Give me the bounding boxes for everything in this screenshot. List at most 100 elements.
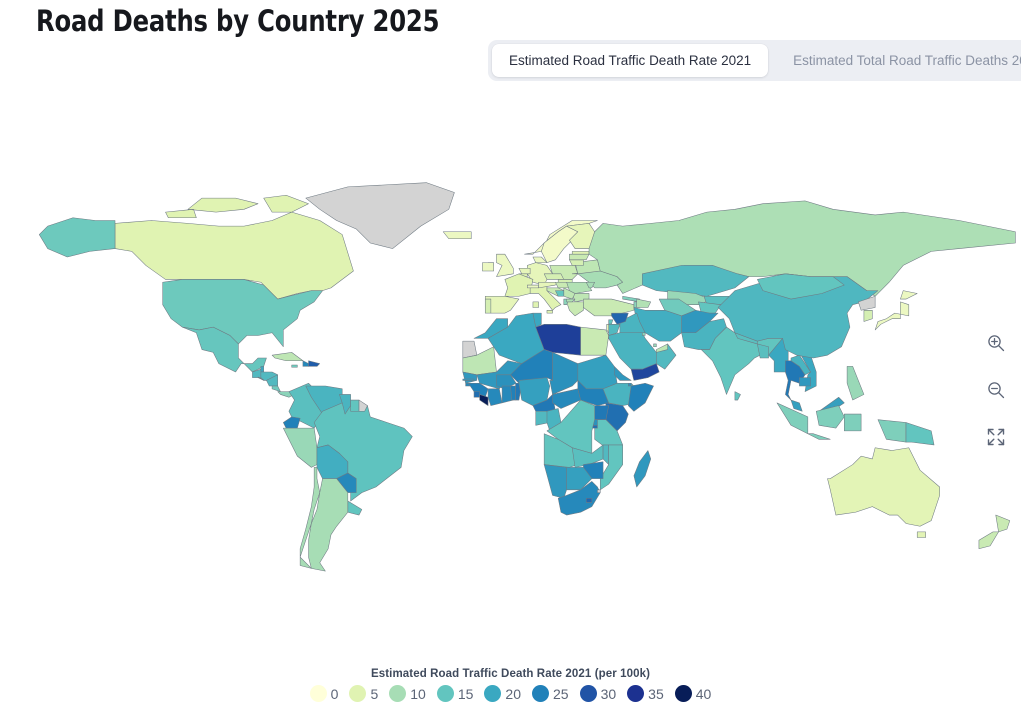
- country-shape[interactable]: Lithuania: 6: [569, 260, 583, 266]
- country-shape[interactable]: Malawi: 17: [603, 445, 609, 465]
- country-shape[interactable]: Japan: 3: [875, 291, 917, 330]
- country-shape[interactable]: Greenland: [306, 183, 455, 249]
- country-shape[interactable]: Portugal: 6: [485, 299, 491, 313]
- legend-swatch: [674, 685, 692, 702]
- country-shape[interactable]: Philippines: 11: [847, 366, 864, 400]
- country-shape[interactable]: Peru: 11: [283, 428, 317, 467]
- legend-item[interactable]: 5: [349, 685, 378, 702]
- legend-item[interactable]: 30: [579, 685, 617, 702]
- country-shape[interactable]: Chile: 10: [300, 467, 320, 568]
- country-shape[interactable]: Belize: 20: [261, 366, 264, 372]
- country-shape[interactable]: Niger: 25: [511, 350, 553, 384]
- country-shape[interactable]: Kazakhstan: 17: [642, 265, 749, 296]
- country-shape[interactable]: Netherlands: 4: [519, 268, 530, 274]
- country-shape[interactable]: Mozambique: 15: [600, 445, 622, 490]
- country-shape[interactable]: Lebanon: 15: [609, 320, 613, 324]
- country-shape[interactable]: Kuwait: 12: [642, 333, 645, 336]
- country-shape[interactable]: Indonesia: 13: [777, 403, 906, 442]
- country-shape[interactable]: Madagascar: 22: [634, 451, 651, 487]
- tab-total-deaths[interactable]: Estimated Total Road Traffic Deaths 2021: [793, 53, 1021, 68]
- country-shape[interactable]: French Guiana: [359, 400, 367, 411]
- legend-swatch: [627, 685, 645, 702]
- world-map[interactable]: GreenlandCanada: 5United States: 14.2Mex…: [0, 84, 1021, 660]
- country-shape[interactable]: Eritrea: 22: [614, 366, 631, 380]
- country-shape[interactable]: Slovakia: 6: [558, 279, 572, 282]
- legend-item[interactable]: 40: [674, 685, 711, 702]
- country-shape[interactable]: Iraq: 18: [620, 313, 645, 333]
- legend-label: 30: [600, 685, 617, 702]
- country-shape[interactable]: France: 5: [505, 274, 533, 296]
- zoom-out-icon[interactable]: [983, 377, 1009, 403]
- country-shape[interactable]: Ivory Coast: 24: [488, 389, 502, 406]
- country-shape[interactable]: Chad: 23: [550, 352, 578, 394]
- country-shape[interactable]: Sri Lanka: 15: [735, 392, 741, 400]
- country-shape[interactable]: Australia: 4.5: [827, 448, 939, 538]
- legend-swatch: [579, 685, 597, 702]
- country-shape[interactable]: Bosnia and Herzegovina: 15: [555, 291, 563, 297]
- country-shape[interactable]: Estonia: 5: [572, 251, 589, 254]
- page-title: Road Deaths by Country 2025: [36, 4, 440, 38]
- tab-death-rate[interactable]: Estimated Road Traffic Death Rate 2021: [492, 44, 769, 77]
- country-shape[interactable]: Qatar: 11: [654, 344, 657, 347]
- country-shape[interactable]: Mongolia: 15: [757, 274, 844, 299]
- legend-item[interactable]: 20: [484, 685, 521, 702]
- country-shape[interactable]: Cuba: 8: [272, 352, 303, 360]
- country-shape[interactable]: Cambodia: 22: [799, 378, 810, 386]
- country-shape[interactable]: Central African Republic: 24: [553, 389, 581, 409]
- country-shape[interactable]: Moldova: 10: [586, 282, 594, 288]
- country-shape[interactable]: Mexico: 14.7: [182, 327, 266, 372]
- country-shape[interactable]: Tunisia: 20: [533, 313, 541, 327]
- country-shape[interactable]: Papua New Guinea: 15: [906, 422, 934, 444]
- country-shape[interactable]: Jordan: 17: [609, 324, 620, 335]
- country-shape[interactable]: Vietnam: 20: [799, 352, 816, 391]
- country-shape[interactable]: Latvia: 7: [569, 254, 589, 260]
- country-shape[interactable]: Jamaica: 14: [292, 365, 298, 367]
- legend-item[interactable]: 15: [436, 685, 473, 702]
- country-shape[interactable]: Guyana: 18: [339, 394, 350, 414]
- country-shape[interactable]: Argentina: 10: [309, 479, 348, 572]
- country-shape[interactable]: Switzerland: 3: [527, 285, 538, 288]
- country-shape[interactable]: United Arab Emirates: 8: [656, 344, 667, 352]
- country-shape[interactable]: Costa Rica: 14: [272, 386, 280, 392]
- country-shape[interactable]: Sierra Leone: 27: [474, 392, 480, 398]
- country-shape[interactable]: Czechia: 6: [544, 274, 564, 280]
- legend-label: 5: [370, 685, 379, 702]
- country-shape[interactable]: Sudan: 21: [578, 355, 617, 389]
- country-shape[interactable]: Syria: 28: [611, 313, 628, 324]
- country-shape[interactable]: Liberia: 40: [480, 394, 488, 405]
- country-shape[interactable]: Ireland: 3: [482, 263, 493, 271]
- country-shape[interactable]: Lesotho: 28: [586, 498, 592, 502]
- country-shape[interactable]: South Korea: 6: [864, 310, 872, 321]
- country-shape[interactable]: Uruguay: 15: [348, 501, 362, 515]
- zoom-in-icon[interactable]: [983, 330, 1009, 356]
- legend-item[interactable]: 25: [532, 685, 569, 702]
- legend-item[interactable]: 35: [627, 685, 664, 702]
- country-shape[interactable]: Ecuador: 25: [283, 417, 300, 428]
- country-shape[interactable]: Somalia: 25: [628, 383, 653, 411]
- country-shape[interactable]: New Zealand: 7: [979, 515, 1010, 549]
- country-shape[interactable]: Denmark: 3: [533, 257, 547, 263]
- country-shape[interactable]: Iceland: 3: [443, 232, 471, 239]
- country-shape[interactable]: Djibouti: 23: [628, 383, 631, 386]
- country-shape[interactable]: Namibia: 22: [544, 465, 566, 499]
- country-shape[interactable]: Bangladesh: 16: [757, 344, 768, 358]
- country-shape[interactable]: Suriname: 15: [351, 400, 359, 411]
- country-shape[interactable]: Gambia: 22: [463, 379, 474, 380]
- country-shape[interactable]: El Salvador: 22: [258, 377, 264, 380]
- country-shape[interactable]: North Macedonia: 9: [567, 299, 575, 302]
- legend-item[interactable]: 10: [389, 685, 426, 702]
- country-shape[interactable]: North Korea: [858, 296, 875, 310]
- country-shape[interactable]: Yemen: 32: [631, 364, 659, 381]
- country-shape[interactable]: Dominican Republic: 29: [309, 361, 320, 367]
- fullscreen-icon[interactable]: [983, 424, 1009, 450]
- country-shape[interactable]: Guinea: 25: [468, 383, 488, 397]
- country-shape[interactable]: Egypt: 7: [581, 327, 609, 355]
- legend-item[interactable]: 0: [309, 685, 338, 702]
- country-shape[interactable]: Greece: 7: [567, 302, 584, 316]
- country-shape[interactable]: Eswatini: [597, 490, 600, 493]
- country-shape[interactable]: Azerbaijan: 9: [637, 299, 651, 307]
- country-shape[interactable]: Austria: 4: [539, 282, 559, 288]
- country-shape[interactable]: Haiti: 24: [303, 361, 309, 367]
- world-map-container[interactable]: GreenlandCanada: 5United States: 14.2Mex…: [0, 84, 1021, 660]
- country-shape[interactable]: Romania: 9: [567, 282, 592, 293]
